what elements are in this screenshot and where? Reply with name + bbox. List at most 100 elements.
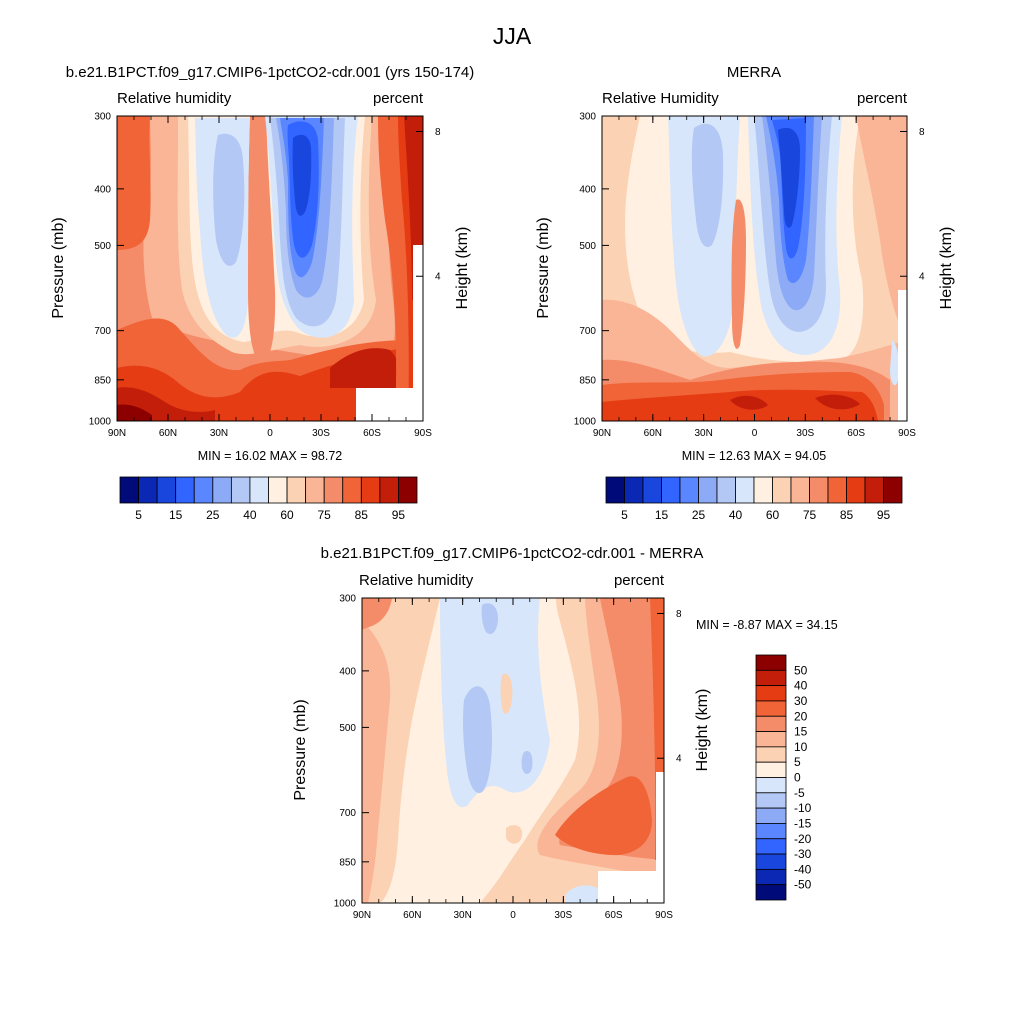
colorbar-swatch — [755, 761, 787, 778]
colorbar-swatch — [342, 476, 362, 504]
colorbar-label: 15 — [655, 508, 669, 522]
x-tick-label: 30S — [796, 428, 814, 439]
panel-difference-title: b.e21.B1PCT.f09_g17.CMIP6-1pctCO2-cdr.00… — [321, 545, 704, 562]
x-tick-label: 30N — [210, 428, 228, 439]
panel-obs-right-label: percent — [857, 90, 908, 107]
colorbar-swatch — [661, 476, 681, 504]
y-tick-label: 300 — [579, 112, 596, 123]
fill-tongue-0 — [248, 116, 276, 362]
y-tick-label: 700 — [94, 326, 111, 337]
colorbar-label: 85 — [840, 508, 854, 522]
missing-data-mask-surface — [356, 388, 423, 421]
colorbar-swatch — [755, 746, 787, 763]
colorbar-swatch — [809, 476, 829, 504]
panel-model-plot-area — [117, 116, 423, 421]
x-tick-label: 60S — [847, 428, 865, 439]
panel-difference-axes: 90N 60N 30N 0 30S 60S 90S 300 400 500 700 850 1000 8 4 — [334, 594, 682, 922]
panel-model-right-label: percent — [373, 90, 424, 107]
y-tick-label: 500 — [339, 723, 356, 734]
x-tick-label: 90N — [593, 428, 611, 439]
y-tick-label: 1000 — [574, 417, 597, 428]
panel-obs-axes: 90N 60N 30N 0 30S 60S 90S 300 400 500 700 850 1000 8 4 — [574, 112, 925, 440]
y-tick-label: 400 — [339, 666, 356, 677]
colorbar-swatch — [716, 476, 736, 504]
colorbar-swatch — [230, 476, 251, 504]
fill-pbl-88-south — [330, 348, 400, 388]
colorbar-label: 25 — [206, 508, 220, 522]
panel-model-axes: 90N 60N 30N 0 30S 60S 90S 300 400 500 700 850 1000 8 4 — [89, 112, 441, 440]
missing-data-mask-edge — [898, 290, 907, 421]
fill-tongue-0 — [731, 199, 746, 349]
colorbar-swatch — [193, 476, 214, 504]
colorbar-swatch — [624, 476, 644, 504]
colorbar-swatch — [772, 476, 792, 504]
y-tick-label: 700 — [579, 326, 596, 337]
colorbar-label: 95 — [392, 508, 406, 522]
y-right-tick-label: 4 — [435, 272, 441, 283]
panel-model-stats: MIN = 16.02 MAX = 98.72 — [198, 449, 343, 463]
colorbar-swatch — [642, 476, 662, 504]
colorbar-label: -40 — [794, 862, 812, 876]
fill-south-edge-40 — [890, 340, 899, 386]
colorbar-label: 5 — [621, 508, 628, 522]
fill-diff-15-north — [362, 598, 392, 630]
colorbar-label: 50 — [794, 663, 808, 677]
y-tick-label: 700 — [339, 808, 356, 819]
colorbar-label: 0 — [794, 771, 801, 785]
y-tick-label: 500 — [579, 241, 596, 252]
colorbar-swatch — [735, 476, 755, 504]
fill-band-10 — [778, 127, 800, 228]
x-tick-label: 90N — [108, 428, 126, 439]
panel-model-colorbar: 5 15 25 40 60 75 85 95 — [119, 476, 418, 522]
colorbar-swatch — [755, 715, 787, 732]
colorbar-swatch — [755, 823, 787, 840]
fill-diff-10-north — [362, 620, 391, 903]
panel-model-ylabel-right: Height (km) — [454, 227, 471, 310]
colorbar-swatch — [156, 476, 177, 504]
x-tick-label: 30N — [694, 428, 712, 439]
fill-band-30-west — [691, 123, 724, 248]
x-tick-label: 60N — [644, 428, 662, 439]
colorbar-label: 75 — [803, 508, 817, 522]
colorbar-label: 40 — [729, 508, 743, 522]
x-tick-label: 60N — [159, 428, 177, 439]
colorbar-swatch — [755, 853, 787, 870]
y-right-tick-label: 4 — [919, 272, 925, 283]
colorbar-swatch — [755, 654, 787, 671]
colorbar-swatch — [755, 669, 787, 687]
x-tick-label: 60S — [363, 428, 381, 439]
colorbar-swatch — [249, 476, 269, 504]
colorbar-label: -30 — [794, 847, 812, 861]
colorbar-swatch — [398, 476, 418, 504]
colorbar-swatch — [268, 476, 288, 504]
y-tick-label: 1000 — [334, 899, 357, 910]
colorbar-swatch — [753, 476, 773, 504]
colorbar-label: -20 — [794, 832, 812, 846]
panel-difference-ylabel: Pressure (mb) — [292, 699, 309, 800]
panel-obs-left-label: Relative Humidity — [602, 90, 719, 107]
y-tick-label: 850 — [94, 375, 111, 386]
fill-pbl-90-south — [815, 394, 860, 410]
colorbar-swatch — [846, 476, 866, 504]
y-right-tick-label: 8 — [676, 609, 682, 620]
panel-obs-ylabel: Pressure (mb) — [535, 217, 552, 318]
y-tick-label: 400 — [94, 184, 111, 195]
panel-model-ylabel: Pressure (mb) — [50, 217, 67, 318]
x-tick-label: 30S — [554, 910, 572, 921]
panel-model: b.e21.B1PCT.f09_g17.CMIP6-1pctCO2-cdr.00… — [50, 64, 474, 522]
fill-band-10 — [292, 134, 312, 216]
y-tick-label: 500 — [94, 241, 111, 252]
panel-model-title: b.e21.B1PCT.f09_g17.CMIP6-1pctCO2-cdr.00… — [66, 64, 475, 81]
colorbar-swatch — [605, 476, 625, 504]
colorbar-label: 75 — [318, 508, 332, 522]
colorbar-swatch — [212, 476, 232, 504]
colorbar-swatch — [698, 476, 718, 504]
colorbar-swatch — [755, 731, 787, 748]
fill-north-edge-70 — [117, 116, 151, 250]
panel-obs-title: MERRA — [727, 64, 781, 81]
x-tick-label: 90S — [655, 910, 673, 921]
colorbar-label: 60 — [766, 508, 780, 522]
colorbar-label: 20 — [794, 709, 808, 723]
colorbar-swatch — [360, 476, 381, 504]
colorbar-swatch — [755, 884, 787, 901]
